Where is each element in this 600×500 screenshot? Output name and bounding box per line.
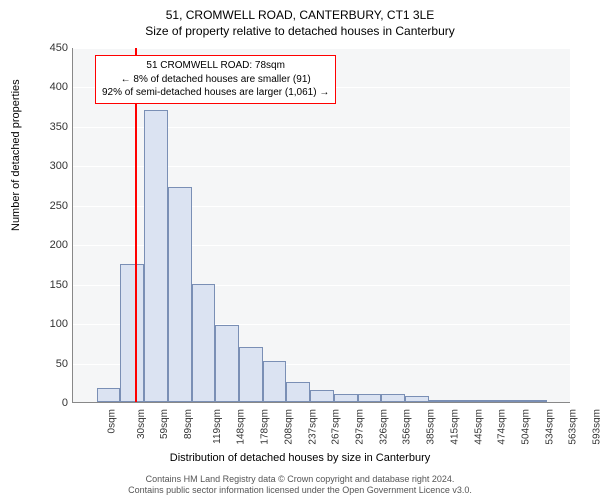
histogram-bar <box>500 400 524 402</box>
y-tick-label: 250 <box>38 200 68 212</box>
y-axis-label: Number of detached properties <box>10 79 22 231</box>
footer-line-1: Contains HM Land Registry data © Crown c… <box>0 474 600 486</box>
x-tick-label: 415sqm <box>449 409 460 445</box>
y-tick-label: 400 <box>38 81 68 93</box>
x-tick-label: 237sqm <box>307 409 318 445</box>
histogram-bar <box>310 390 334 402</box>
x-tick-label: 385sqm <box>426 409 437 445</box>
info-line-1: 51 CROMWELL ROAD: 78sqm <box>102 59 329 73</box>
histogram-bar <box>168 187 192 402</box>
histogram-bar <box>429 400 453 402</box>
x-tick-label: 0sqm <box>106 409 117 433</box>
chart-title-main: 51, CROMWELL ROAD, CANTERBURY, CT1 3LE <box>0 8 600 22</box>
x-tick-label: 59sqm <box>159 409 170 439</box>
x-tick-label: 30sqm <box>136 409 147 439</box>
chart-container: 51, CROMWELL ROAD, CANTERBURY, CT1 3LE S… <box>0 0 600 500</box>
x-tick-label: 208sqm <box>283 409 294 445</box>
x-tick-label: 504sqm <box>521 409 532 445</box>
chart-title-sub: Size of property relative to detached ho… <box>0 24 600 38</box>
x-tick-label: 563sqm <box>568 409 579 445</box>
y-tick-label: 300 <box>38 160 68 172</box>
histogram-bar <box>144 110 168 402</box>
x-tick-label: 534sqm <box>544 409 555 445</box>
x-tick-label: 356sqm <box>402 409 413 445</box>
footer: Contains HM Land Registry data © Crown c… <box>0 474 600 497</box>
info-line-2: ← 8% of detached houses are smaller (91) <box>102 73 329 87</box>
histogram-bar <box>358 394 382 402</box>
y-tick-label: 350 <box>38 121 68 133</box>
x-tick-label: 178sqm <box>260 409 271 445</box>
histogram-bar <box>381 394 405 402</box>
info-box: 51 CROMWELL ROAD: 78sqm ← 8% of detached… <box>95 55 336 104</box>
gridline <box>73 403 570 404</box>
histogram-bar <box>120 264 144 402</box>
x-tick-label: 593sqm <box>592 409 600 445</box>
histogram-bar <box>452 400 476 402</box>
y-tick-label: 0 <box>38 397 68 409</box>
gridline <box>73 48 570 49</box>
histogram-bar <box>97 388 121 402</box>
y-tick-label: 50 <box>38 358 68 370</box>
y-tick-label: 100 <box>38 318 68 330</box>
x-tick-label: 89sqm <box>183 409 194 439</box>
histogram-bar <box>215 325 239 402</box>
x-tick-label: 445sqm <box>473 409 484 445</box>
x-tick-label: 148sqm <box>236 409 247 445</box>
x-tick-label: 119sqm <box>212 409 223 444</box>
y-tick-label: 150 <box>38 279 68 291</box>
x-tick-label: 326sqm <box>378 409 389 445</box>
histogram-bar <box>334 394 358 402</box>
x-tick-label: 297sqm <box>355 409 366 445</box>
footer-line-2: Contains public sector information licen… <box>0 485 600 497</box>
histogram-bar <box>476 400 500 402</box>
histogram-bar <box>286 382 310 402</box>
x-axis-label: Distribution of detached houses by size … <box>0 452 600 464</box>
histogram-bar <box>263 361 287 402</box>
histogram-bar <box>524 400 548 402</box>
histogram-bar <box>192 284 216 402</box>
y-tick-label: 200 <box>38 239 68 251</box>
x-tick-label: 474sqm <box>497 409 508 445</box>
histogram-bar <box>239 347 263 402</box>
info-line-3: 92% of semi-detached houses are larger (… <box>102 86 329 100</box>
y-tick-label: 450 <box>38 42 68 54</box>
x-tick-label: 267sqm <box>331 409 342 445</box>
histogram-bar <box>405 396 429 402</box>
